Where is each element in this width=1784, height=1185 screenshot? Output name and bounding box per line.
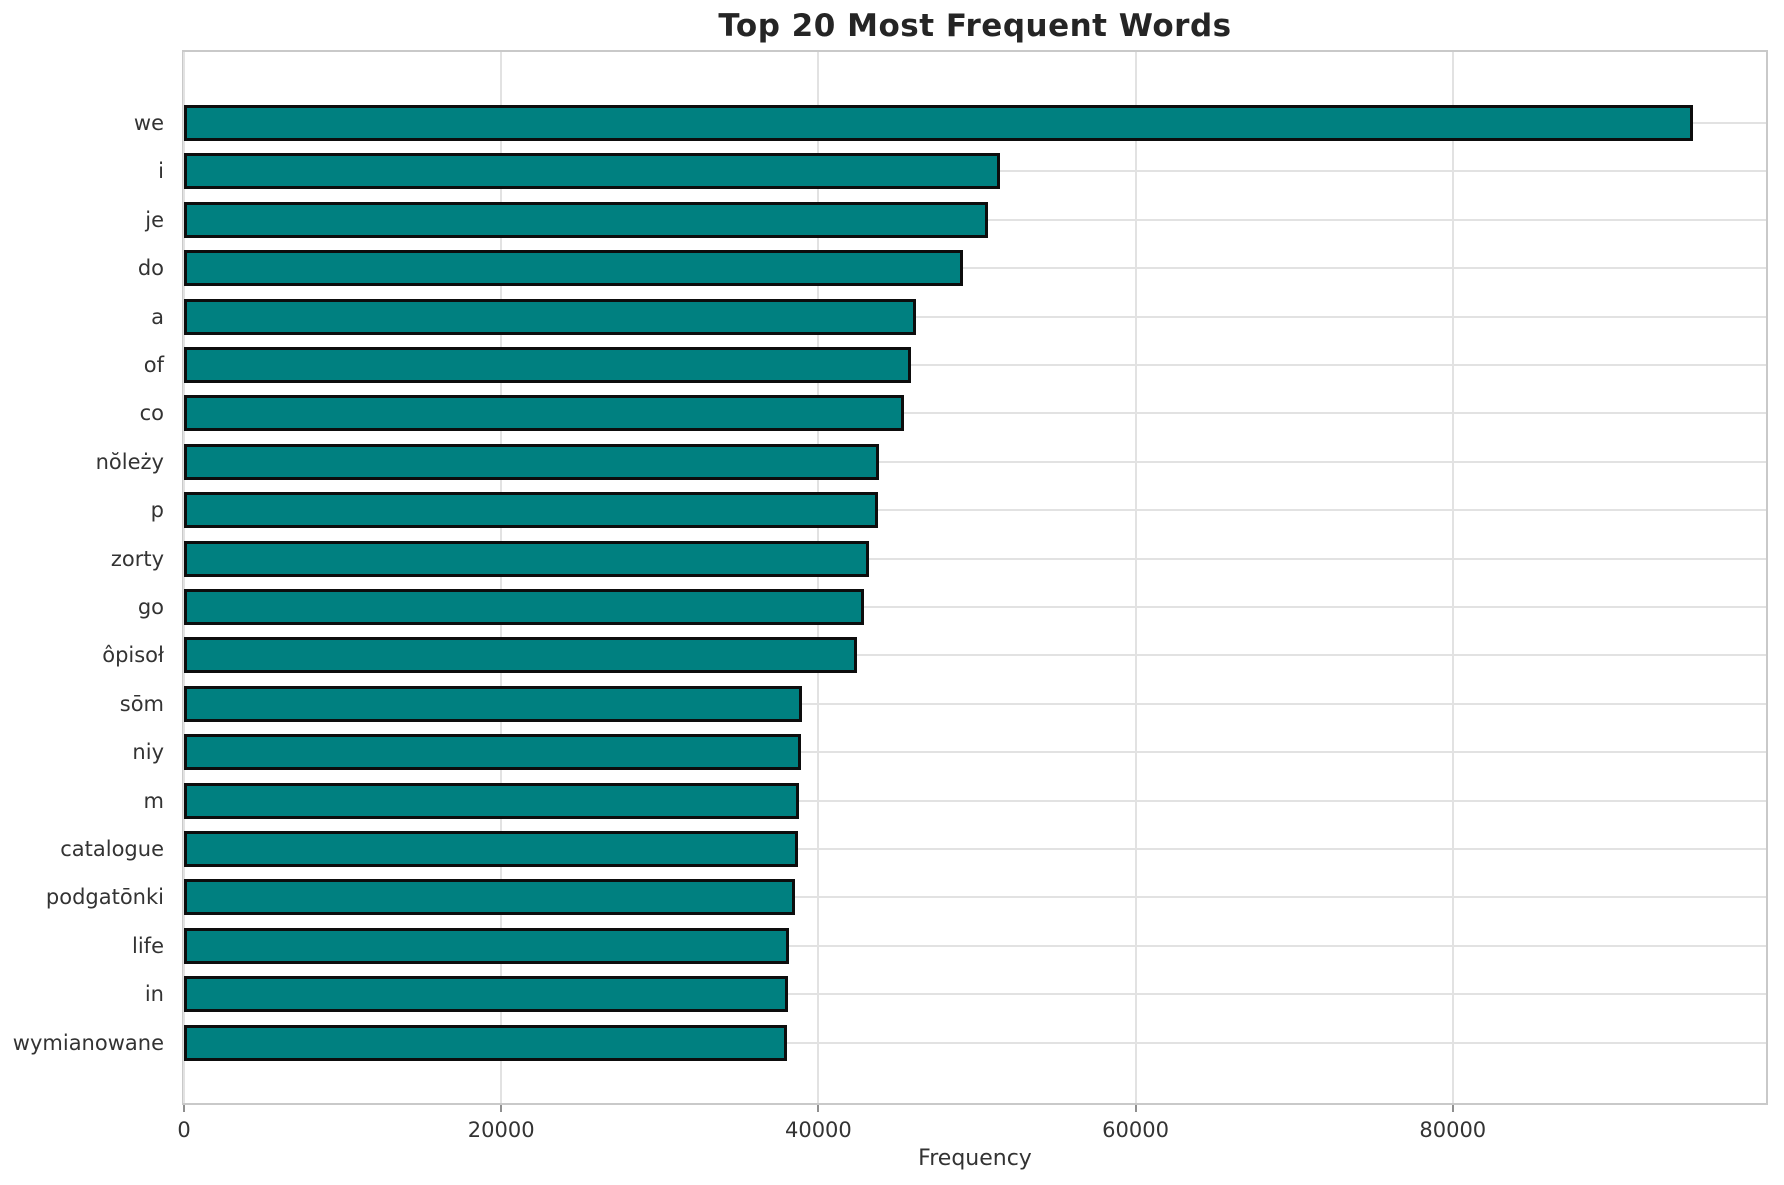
bar-i	[184, 153, 1000, 190]
y-gridline	[184, 315, 1766, 318]
bar-podgatōnki	[184, 879, 795, 916]
bar-m	[184, 782, 799, 819]
y-tick-label-nŏleży: nŏleży	[95, 449, 164, 474]
x-gridline	[1134, 52, 1137, 1103]
y-tick-label-wymianowane: wymianowane	[12, 1030, 164, 1055]
x-gridline	[817, 52, 820, 1103]
x-tick-mark	[817, 1105, 820, 1112]
y-tick-label-sōm: sōm	[119, 691, 164, 716]
y-gridline	[184, 557, 1766, 560]
x-tick-mark	[1134, 1105, 1137, 1112]
y-tick-label-zorty: zorty	[110, 546, 164, 571]
y-tick-label-catalogue: catalogue	[60, 837, 164, 861]
bar-of	[184, 347, 912, 383]
x-tick-mark	[500, 1105, 503, 1112]
y-gridline	[184, 799, 1766, 802]
x-tick-mark	[183, 1105, 185, 1112]
y-tick-label-do: do	[137, 256, 164, 281]
x-tick-label: 80000	[1419, 1118, 1487, 1142]
x-tick-label: 20000	[467, 1118, 535, 1142]
bar-p	[184, 492, 878, 529]
x-gridline	[183, 52, 185, 1103]
y-gridline	[184, 751, 1766, 754]
bar-ôpisoł	[184, 637, 858, 674]
y-tick-label-je: je	[145, 207, 164, 232]
y-gridline	[184, 460, 1766, 463]
y-gridline	[184, 993, 1766, 996]
y-tick-label-m: m	[143, 788, 164, 813]
x-gridline	[1451, 52, 1454, 1103]
bar-nŏleży	[184, 443, 880, 480]
bar-we	[184, 105, 1694, 141]
y-gridline	[184, 267, 1766, 270]
x-gridline	[500, 52, 503, 1103]
y-gridline	[184, 412, 1766, 415]
bar-life	[184, 927, 790, 964]
y-gridline	[184, 944, 1766, 947]
bar-co	[184, 395, 905, 432]
y-tick-label-p: p	[150, 498, 164, 523]
y-gridline	[184, 896, 1766, 899]
y-tick-label-podgatōnki: podgatōnki	[45, 885, 164, 910]
bar-do	[184, 250, 963, 287]
x-axis-label: Frequency	[918, 1146, 1032, 1171]
y-gridline	[184, 1041, 1766, 1044]
y-tick-label-a: a	[151, 304, 164, 329]
x-tick-label: 60000	[1102, 1118, 1169, 1142]
y-tick-label-i: i	[158, 159, 164, 184]
y-gridline	[184, 364, 1766, 366]
bar-catalogue	[184, 831, 798, 867]
plot-area	[182, 50, 1768, 1105]
y-gridline	[184, 509, 1766, 512]
y-tick-label-of: of	[143, 353, 164, 377]
chart-title: Top 20 Most Frequent Words	[718, 8, 1232, 44]
y-tick-label-we: we	[133, 111, 164, 135]
y-gridline	[184, 654, 1766, 657]
x-tick-label: 0	[177, 1118, 191, 1142]
bar-sōm	[184, 685, 802, 722]
y-tick-label-niy: niy	[132, 740, 164, 765]
x-tick-label: 40000	[784, 1118, 852, 1142]
bar-zorty	[184, 540, 870, 577]
bar-go	[184, 589, 864, 625]
y-gridline	[184, 848, 1766, 850]
y-gridline	[184, 702, 1766, 705]
bar-je	[184, 201, 989, 238]
y-tick-label-go: go	[137, 595, 164, 619]
y-gridline	[184, 606, 1766, 608]
y-tick-label-in: in	[144, 982, 164, 1007]
bar-in	[184, 976, 789, 1013]
bar-wymianowane	[184, 1024, 788, 1061]
x-tick-mark	[1451, 1105, 1454, 1112]
y-tick-label-life: life	[132, 933, 164, 958]
bar-niy	[184, 734, 801, 771]
y-tick-label-co: co	[139, 401, 164, 426]
y-tick-label-ôpisoł: ôpisoł	[102, 643, 164, 668]
bar-a	[184, 298, 916, 335]
